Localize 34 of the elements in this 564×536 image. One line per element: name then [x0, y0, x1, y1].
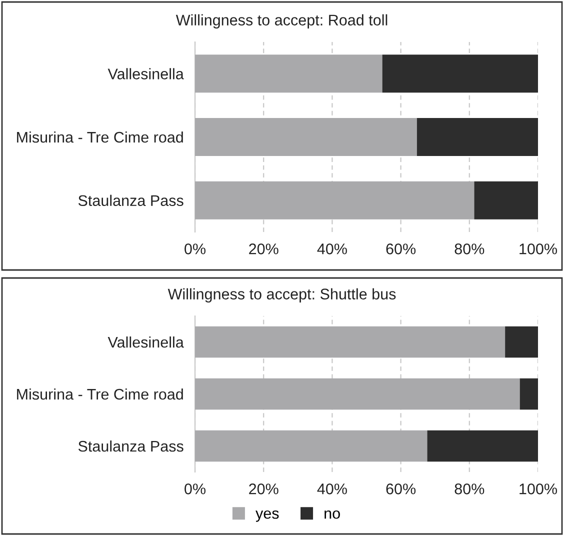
x-tick-label: 60% [386, 244, 416, 254]
bar [474, 181, 538, 220]
bar [520, 378, 538, 410]
x-tick-label: 80% [454, 244, 484, 254]
x-tick-label: 100% [520, 484, 557, 494]
y-tick-label: Vallesinella [108, 68, 184, 80]
chart-title: Willingness to accept: Road toll [176, 14, 388, 29]
x-tick-label: 40% [317, 484, 347, 494]
bar [382, 54, 538, 93]
x-tick-label: 0% [184, 484, 206, 494]
x-tick-label: 20% [249, 484, 278, 494]
bar [416, 118, 538, 156]
x-tick-label: 60% [386, 484, 416, 494]
x-tick-label: 40% [317, 244, 347, 254]
bar [195, 181, 474, 220]
x-tick-label: 0% [184, 244, 206, 254]
y-tick-label: Vallesinella [108, 336, 184, 348]
y-tick-label: Staulanza Pass [78, 440, 184, 452]
legend-label: no [324, 510, 340, 519]
y-tick-label: Misurina - Tre Cime road [17, 388, 183, 400]
bar [195, 430, 428, 462]
chart-title: Willingness to accept: Shuttle bus [168, 288, 396, 303]
x-tick-label: 80% [454, 484, 484, 494]
bar [195, 118, 417, 156]
bar [195, 54, 382, 93]
bar [195, 378, 520, 410]
y-tick-label: Staulanza Pass [78, 194, 184, 206]
y-tick-label: Misurina - Tre Cime road [17, 131, 183, 143]
bar [505, 326, 538, 358]
legend-label: yes [256, 510, 279, 522]
bar [427, 430, 538, 462]
x-tick-label: 100% [520, 244, 557, 254]
x-tick-label: 20% [249, 244, 278, 254]
bar [195, 326, 506, 358]
